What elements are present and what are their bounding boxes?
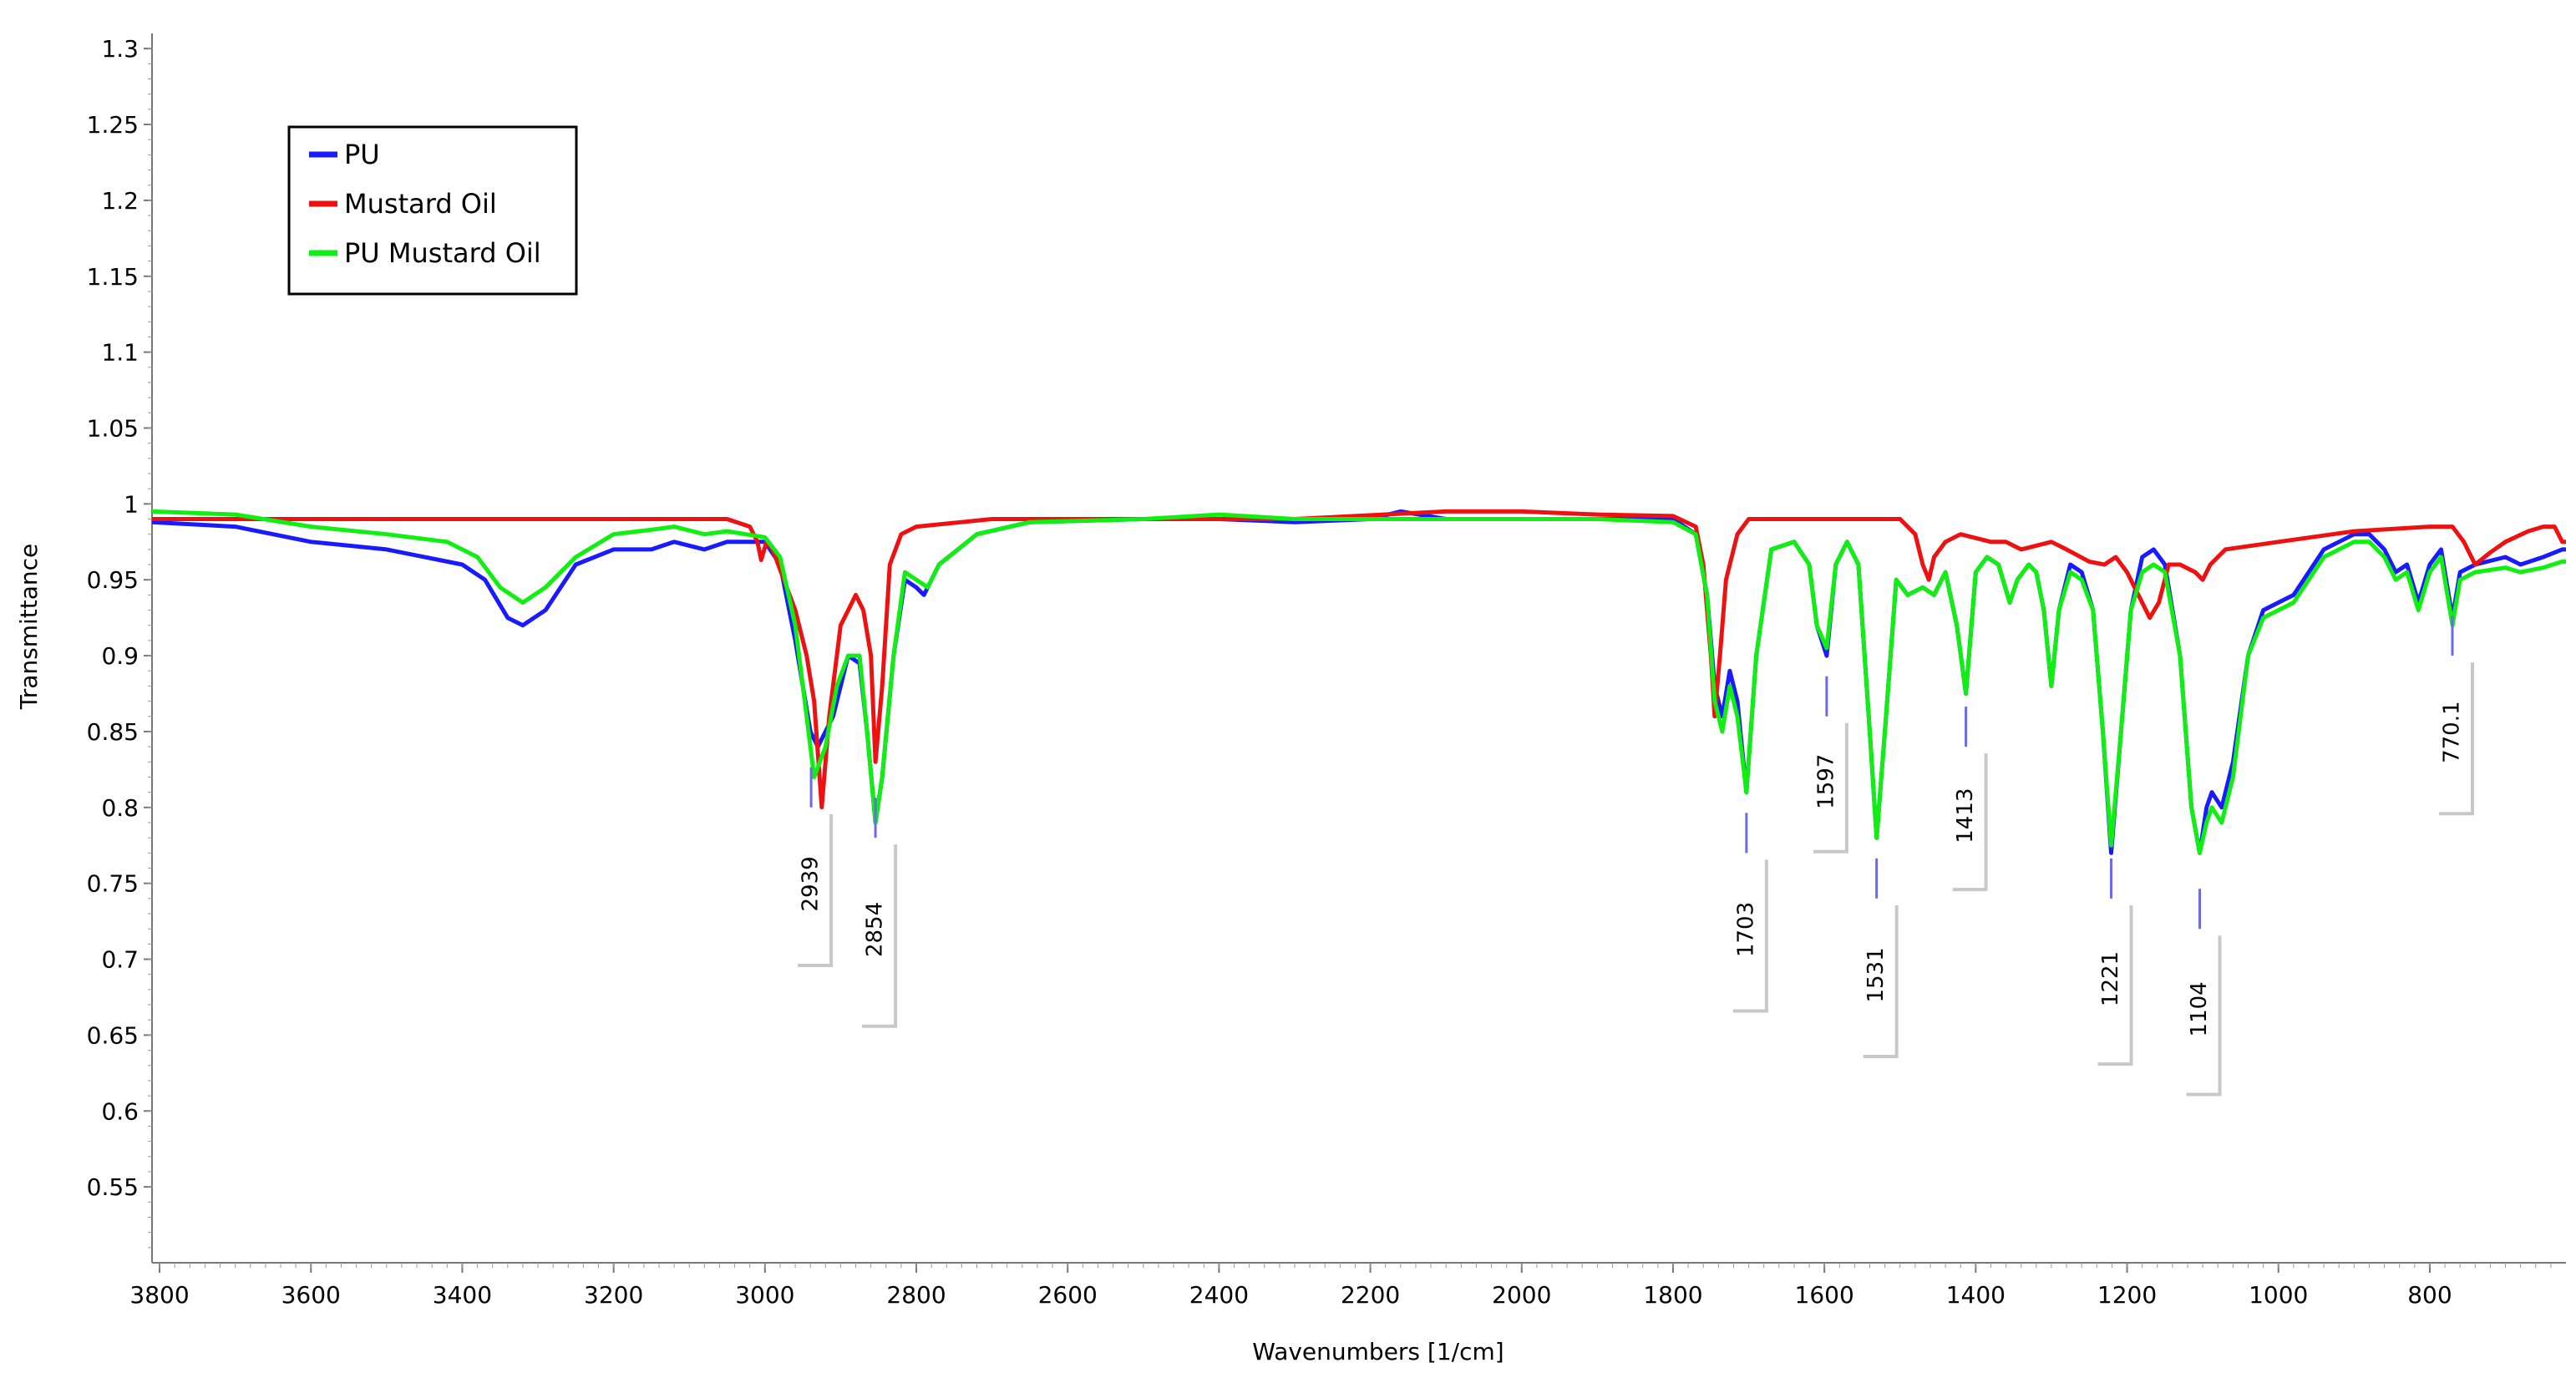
peak-label: 770.1	[2440, 701, 2465, 762]
x-tick-label: 1800	[1643, 1281, 1702, 1309]
x-tick-label: 3800	[129, 1281, 189, 1309]
peak-label-box	[859, 839, 896, 1026]
legend-entry-label: Mustard Oil	[344, 188, 497, 220]
x-tick-label: 2600	[1038, 1281, 1098, 1309]
peak-label-shadow	[2097, 904, 2133, 1066]
x-tick-label: 2800	[886, 1281, 946, 1309]
y-tick-label: 1.1	[101, 339, 139, 367]
x-tick-label: 1400	[1946, 1281, 2006, 1309]
y-tick-label: 1.2	[101, 187, 139, 215]
peak-label-box	[2183, 930, 2220, 1095]
y-tick-label: 1.05	[87, 414, 139, 442]
peak-label-shadow	[1813, 722, 1848, 854]
y-tick-label: 1.25	[87, 111, 139, 139]
peak-label-shadow	[798, 813, 834, 968]
y-axis-title: Transmittance	[15, 544, 43, 711]
peak-annotations: 2939 2854 1703 1597 1531 1413 1221 1104 770.1	[794, 616, 2475, 1097]
peak-label-shadow	[862, 844, 898, 1028]
y-tick-label: 1	[124, 490, 139, 518]
peak-label: 1221	[2098, 951, 2123, 1006]
x-tick-label: 3000	[735, 1281, 794, 1309]
y-tick-label: 0.85	[87, 718, 139, 746]
peak-label: 1104	[2187, 981, 2212, 1036]
peak-label-box	[1809, 717, 1847, 852]
peak-label-box	[1949, 748, 1986, 890]
series-line-mustard-oil	[152, 509, 2566, 810]
legend-entry-label: PU	[344, 139, 380, 170]
x-axis-title: Wavenumbers [1/cm]	[1252, 1338, 1504, 1365]
peak-label-box	[2094, 899, 2132, 1065]
x-tick-label: 1200	[2097, 1281, 2157, 1309]
x-tick-label: 2400	[1189, 1281, 1249, 1309]
peak-label-box	[1729, 854, 1767, 1011]
x-tick-label: 3400	[433, 1281, 492, 1309]
peak-label-shadow	[1863, 904, 1899, 1059]
x-tick-label: 3200	[584, 1281, 643, 1309]
axes: 0.55 0.6 0.65 0.7 0.75 0.8 0.85 0.9 0.95 1 1.05 1.1…	[87, 33, 2566, 1309]
peak-label: 2939	[799, 856, 824, 911]
peak-label-shadow	[2186, 935, 2222, 1097]
x-tick-label: 2200	[1341, 1281, 1400, 1309]
y-tick-label: 0.75	[87, 870, 139, 898]
peak-label: 1703	[1733, 902, 1758, 957]
x-tick-label: 800	[2407, 1281, 2452, 1309]
y-tick-label: 0.8	[101, 794, 139, 822]
legend: PU Mustard Oil PU Mustard Oil	[287, 125, 578, 296]
y-tick-label: 0.9	[101, 642, 139, 670]
x-tick-label: 3600	[281, 1281, 341, 1309]
y-tick-label: 0.95	[87, 566, 139, 594]
peak-label: 1597	[1813, 754, 1838, 809]
x-tick-label: 1000	[2249, 1281, 2308, 1309]
y-tick-label: 0.65	[87, 1021, 139, 1049]
y-tick-label: 1.3	[101, 35, 139, 63]
peak-label: 1531	[1864, 947, 1889, 1002]
series-line-pu-mustard-oil	[151, 509, 2566, 855]
y-tick-label: 1.15	[87, 263, 139, 291]
y-tick-label: 0.55	[87, 1173, 139, 1201]
peak-label-shadow	[1952, 753, 1988, 892]
peak-label-box	[2436, 657, 2473, 814]
peak-label: 1413	[1953, 788, 1978, 844]
peak-label-box	[794, 808, 832, 966]
y-tick-label: 0.6	[101, 1097, 139, 1125]
legend-entry-label: PU Mustard Oil	[344, 237, 541, 269]
x-tick-label: 1600	[1795, 1281, 1854, 1309]
peak-label-box	[1859, 899, 1897, 1057]
peak-label-shadow	[1732, 859, 1768, 1013]
peak-label-shadow	[2439, 662, 2475, 816]
peak-label: 2854	[863, 902, 888, 957]
y-tick-label: 0.7	[101, 946, 139, 974]
spectrum-lines	[151, 509, 2566, 855]
x-tick-label: 2000	[1492, 1281, 1551, 1309]
